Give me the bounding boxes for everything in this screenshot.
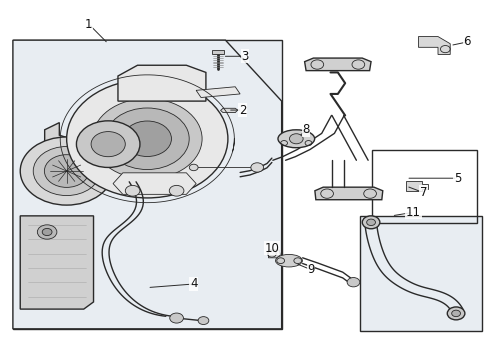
Circle shape (251, 163, 264, 172)
Polygon shape (20, 216, 94, 309)
Circle shape (42, 228, 52, 235)
Circle shape (20, 137, 113, 205)
Circle shape (452, 310, 461, 317)
Bar (13, 40, 282, 329)
Text: 11: 11 (406, 206, 421, 219)
Polygon shape (269, 250, 280, 258)
Circle shape (198, 317, 209, 324)
Text: 3: 3 (241, 50, 249, 63)
Bar (360, 216, 482, 330)
Polygon shape (113, 173, 196, 194)
Text: 9: 9 (307, 263, 315, 276)
Circle shape (76, 121, 140, 167)
Circle shape (367, 219, 375, 226)
Ellipse shape (278, 130, 315, 148)
Circle shape (362, 216, 380, 229)
Circle shape (105, 108, 189, 170)
Polygon shape (406, 181, 428, 192)
Text: 2: 2 (239, 104, 246, 117)
Polygon shape (220, 108, 238, 113)
Polygon shape (45, 123, 108, 176)
Text: 5: 5 (454, 172, 461, 185)
Text: 7: 7 (419, 186, 427, 199)
Circle shape (33, 147, 100, 195)
Circle shape (67, 80, 228, 198)
Circle shape (447, 307, 465, 320)
Circle shape (347, 278, 360, 287)
Circle shape (93, 99, 202, 179)
Text: 6: 6 (464, 35, 471, 49)
Text: 4: 4 (190, 278, 197, 291)
Circle shape (290, 134, 303, 144)
Text: 8: 8 (302, 123, 310, 136)
Circle shape (170, 313, 183, 323)
Bar (372, 149, 477, 223)
Polygon shape (418, 37, 450, 54)
Circle shape (37, 225, 57, 239)
Circle shape (123, 121, 172, 157)
Circle shape (45, 155, 89, 188)
Circle shape (169, 185, 184, 196)
Bar (212, 50, 224, 54)
Polygon shape (13, 40, 282, 329)
Polygon shape (118, 65, 206, 101)
Ellipse shape (275, 255, 302, 267)
Text: 10: 10 (265, 242, 279, 255)
Polygon shape (305, 58, 371, 71)
Circle shape (189, 164, 198, 171)
Polygon shape (196, 87, 240, 98)
Circle shape (91, 132, 125, 157)
Text: 1: 1 (85, 18, 93, 31)
Polygon shape (315, 187, 383, 200)
Polygon shape (84, 108, 172, 123)
Circle shape (125, 185, 140, 196)
